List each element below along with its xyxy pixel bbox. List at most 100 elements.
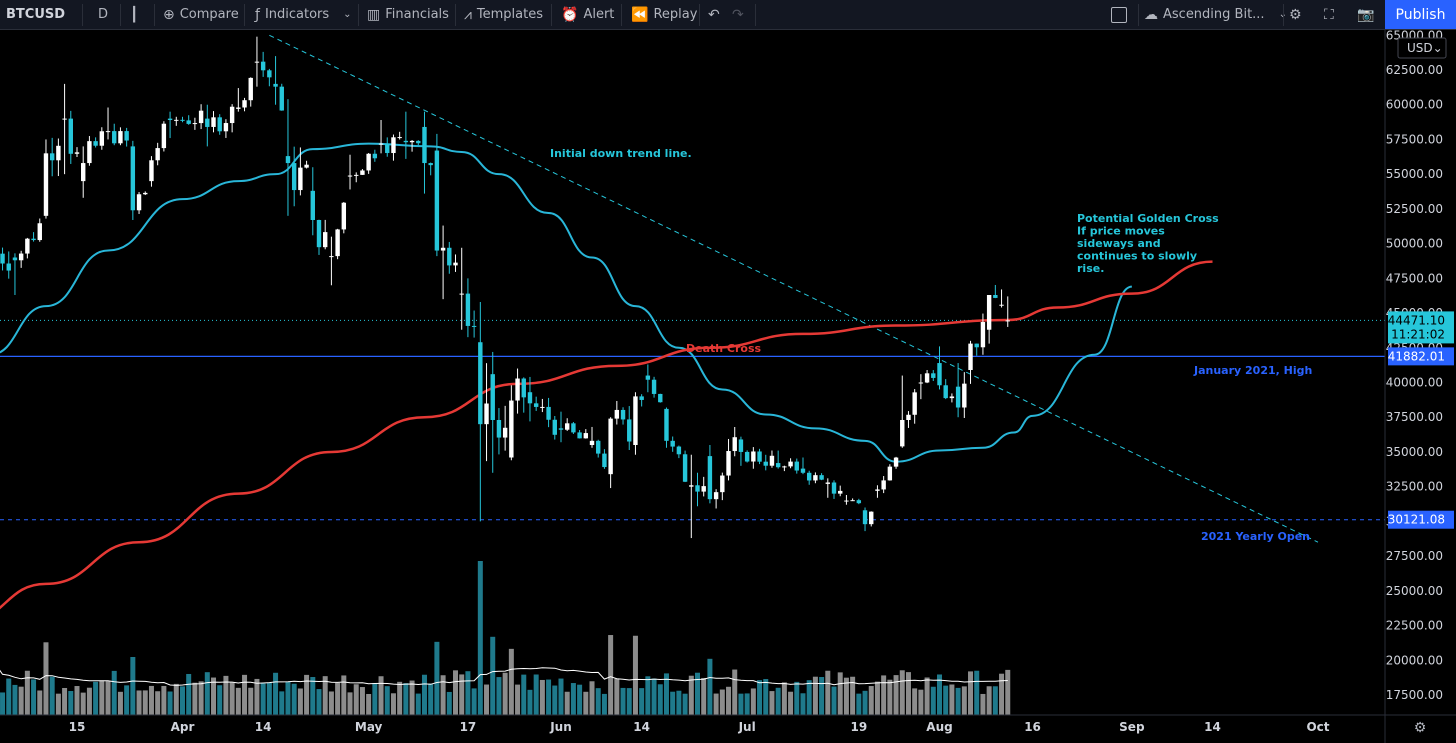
candle-body xyxy=(893,457,899,467)
time-tick-label: 17 xyxy=(460,720,477,734)
redo-button[interactable]: ↷ xyxy=(732,0,749,29)
toolbar-divider xyxy=(551,4,552,26)
candle-body xyxy=(726,451,731,476)
volume-bar xyxy=(546,679,552,715)
candle-body xyxy=(720,475,725,493)
volume-bar xyxy=(142,690,148,715)
toolbar-divider xyxy=(120,4,121,26)
volume-bar xyxy=(161,685,167,715)
yearly-open-tag xyxy=(1388,510,1454,529)
volume-bar xyxy=(484,684,490,715)
candle-body xyxy=(149,160,154,182)
volume-bar xyxy=(55,693,61,715)
volume-bar xyxy=(353,684,359,715)
candle-body xyxy=(943,385,948,399)
candle-body xyxy=(99,131,105,146)
candle-body xyxy=(900,420,905,447)
volume-bar xyxy=(465,671,471,715)
alert-button[interactable]: ⏰ Alert xyxy=(561,0,614,29)
candle-body xyxy=(81,163,86,182)
chart-type-button[interactable]: ┃ xyxy=(130,0,143,29)
compare-button[interactable]: ⊕ Compare xyxy=(163,0,239,29)
volume-bar xyxy=(682,693,688,715)
candle-body xyxy=(620,409,626,420)
financials-button[interactable]: ▥ Financials xyxy=(367,0,449,29)
fullscreen-button[interactable]: ⛶ xyxy=(1324,0,1339,29)
volume-bar xyxy=(285,681,291,715)
volume-bar xyxy=(577,684,583,715)
candle-body xyxy=(409,140,415,143)
replay-button[interactable]: ⏪ Replay xyxy=(631,0,697,29)
candle-body xyxy=(794,461,799,471)
volume-bar xyxy=(899,670,905,715)
candle-body xyxy=(571,423,576,433)
templates-button[interactable]: ⩘ Templates xyxy=(464,0,543,29)
candle-body xyxy=(875,489,880,491)
volume-bar xyxy=(335,682,341,715)
volume-bar xyxy=(211,677,217,715)
volume-bar xyxy=(744,693,750,715)
price-chart[interactable]: Initial down trend line. Potential Golden… xyxy=(0,30,1456,743)
candle-body xyxy=(49,153,55,161)
volume-bar xyxy=(254,678,260,715)
candle-body xyxy=(751,451,756,462)
candle-body xyxy=(645,375,651,380)
candle-body xyxy=(912,392,917,415)
volume-bar xyxy=(260,683,266,715)
volume-bar xyxy=(887,679,893,715)
candle-body xyxy=(813,475,818,481)
candle-body xyxy=(527,392,533,404)
volume-bar xyxy=(521,674,527,715)
volume-bar xyxy=(0,692,6,715)
candle-body xyxy=(707,456,713,500)
candle-body xyxy=(937,363,942,386)
volume-bar xyxy=(117,691,123,715)
volume-bar xyxy=(819,677,825,715)
symbol-search[interactable]: BTCUSD xyxy=(6,0,65,29)
time-tick-label: Jul xyxy=(738,720,756,734)
fullscreen-layout-button[interactable] xyxy=(1111,0,1127,29)
volume-bar xyxy=(868,686,874,715)
volume-bar xyxy=(881,675,887,715)
candle-body xyxy=(695,485,700,492)
volume-bar xyxy=(788,691,794,715)
volume-bar xyxy=(936,674,942,715)
volume-bar xyxy=(384,686,390,715)
candle-body xyxy=(155,148,160,161)
candle-body xyxy=(806,472,812,481)
indicators-button[interactable]: ƒ Indicators ⌄ xyxy=(255,0,357,29)
publish-button[interactable]: Publish xyxy=(1385,0,1456,29)
volume-bar xyxy=(632,635,638,715)
volume-bar xyxy=(918,689,924,715)
settings-button[interactable]: ⚙ xyxy=(1289,0,1307,29)
volume-bar xyxy=(496,677,502,715)
volume-bar xyxy=(223,675,229,715)
candle-body xyxy=(980,322,986,348)
volume-bar xyxy=(179,686,185,715)
volume-bar xyxy=(757,680,763,715)
interval-button[interactable]: D xyxy=(98,0,108,29)
january-high-tag-text: 41882.01 xyxy=(1388,349,1445,363)
overlay-lines xyxy=(0,34,1385,610)
candle-body xyxy=(198,110,204,124)
candle-body xyxy=(577,432,582,439)
volume-bar xyxy=(874,681,880,715)
candle-body xyxy=(670,440,675,447)
golden-cross-annotation: sideways and xyxy=(1077,237,1161,250)
snapshot-button[interactable]: 📷 xyxy=(1357,0,1379,29)
candle-body xyxy=(254,61,260,63)
undo-button[interactable]: ↶ xyxy=(708,0,725,29)
candle-body xyxy=(608,418,613,475)
time-tick-label: 14 xyxy=(1204,720,1221,734)
volume-bar xyxy=(831,686,837,715)
volume-bar xyxy=(434,641,440,715)
currency-selector xyxy=(1397,37,1447,59)
volume-bar xyxy=(68,691,74,715)
volume-bar xyxy=(806,680,812,715)
yearly-open-tag-text: 30121.08 xyxy=(1388,513,1445,527)
volume-bar xyxy=(192,682,198,715)
volume-bar xyxy=(930,686,936,715)
price-tick-label: 35000.00 xyxy=(1386,445,1443,459)
candle-body xyxy=(56,145,61,161)
layout-button[interactable]: ☁ Ascending Bit... ⌄ xyxy=(1144,0,1292,29)
